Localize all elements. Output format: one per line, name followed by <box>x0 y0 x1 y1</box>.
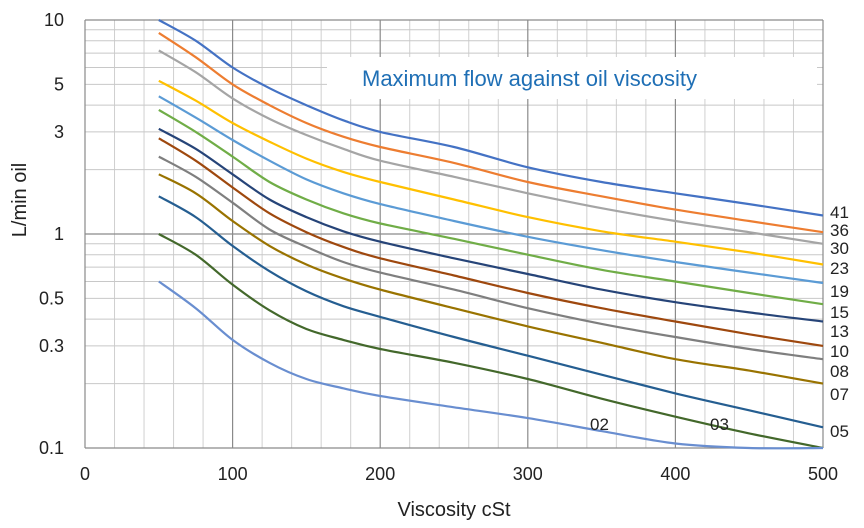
x-axis-title: Viscosity cSt <box>398 499 511 521</box>
series-label-15: 15 <box>830 303 849 322</box>
x-tick-label: 100 <box>218 464 248 484</box>
series-label-02: 02 <box>590 415 609 434</box>
series-lines <box>158 19 824 450</box>
y-tick-label: 0.5 <box>39 288 64 308</box>
x-tick-label: 400 <box>660 464 690 484</box>
y-tick-label: 5 <box>54 74 64 94</box>
series-label-19: 19 <box>830 282 849 301</box>
series-line-05 <box>158 195 824 429</box>
x-tick-label: 200 <box>365 464 395 484</box>
series-label-30: 30 <box>830 239 849 258</box>
series-line-23 <box>158 79 824 266</box>
x-tick-label: 500 <box>808 464 838 484</box>
chart-title-background <box>327 57 817 99</box>
series-line-10 <box>158 137 824 347</box>
series-line-02 <box>158 280 824 450</box>
x-axis-tick-labels: 0 100 200 300 400 500 <box>80 464 838 484</box>
y-tick-label: 1 <box>54 224 64 244</box>
series-label-41: 41 <box>830 203 849 222</box>
series-line-08 <box>158 155 824 361</box>
series-line-03 <box>158 233 824 450</box>
series-label-36: 36 <box>830 221 849 240</box>
series-label-08: 08 <box>830 362 849 381</box>
series-line-19 <box>158 95 824 285</box>
y-tick-label: 0.3 <box>39 336 64 356</box>
chart-title: Maximum flow against oil viscosity <box>362 66 697 91</box>
series-line-30 <box>158 49 824 245</box>
series-line-36 <box>158 31 824 234</box>
y-tick-label: 10 <box>44 10 64 30</box>
series-label-05: 05 <box>830 422 849 441</box>
x-tick-label: 0 <box>80 464 90 484</box>
series-label-13: 13 <box>830 322 849 341</box>
x-tick-label: 300 <box>513 464 543 484</box>
series-label-03: 03 <box>710 415 729 434</box>
y-axis-tick-labels: 0.1 0.3 0.5 1 3 5 10 <box>39 10 64 458</box>
series-line-41 <box>158 19 824 217</box>
series-label-07: 07 <box>830 385 849 404</box>
series-line-13 <box>158 127 824 323</box>
y-tick-label: 3 <box>54 122 64 142</box>
series-line-15 <box>158 108 824 306</box>
series-label-10: 10 <box>830 342 849 361</box>
series-line-07 <box>158 173 824 385</box>
y-axis-title: L/min oil <box>9 163 31 237</box>
series-label-23: 23 <box>830 259 849 278</box>
y-tick-label: 0.1 <box>39 438 64 458</box>
